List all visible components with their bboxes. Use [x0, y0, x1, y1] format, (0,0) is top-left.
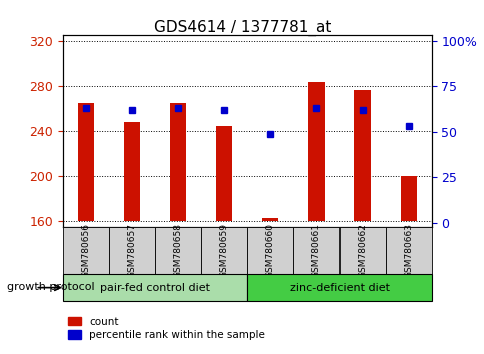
Bar	[216, 126, 232, 221]
Bar	[400, 176, 416, 221]
Bar	[308, 81, 324, 221]
Text: growth protocol: growth protocol	[7, 282, 95, 292]
Bar	[63, 227, 109, 274]
Bar	[385, 227, 431, 274]
Bar	[155, 227, 201, 274]
Legend: count, percentile rank within the sample: count, percentile rank within the sample	[68, 317, 264, 340]
Text: GSM780659: GSM780659	[219, 223, 228, 278]
Bar	[170, 103, 186, 221]
Bar	[109, 227, 155, 274]
Text: pair-fed control diet: pair-fed control diet	[100, 282, 210, 293]
Text: GDS4614 / 1377781_at: GDS4614 / 1377781_at	[153, 19, 331, 36]
Bar	[78, 103, 94, 221]
Text: GSM780657: GSM780657	[127, 223, 136, 278]
Text: GSM780656: GSM780656	[81, 223, 91, 278]
Bar	[247, 274, 431, 301]
Text: zinc-deficient diet: zinc-deficient diet	[289, 282, 389, 293]
Bar	[354, 91, 370, 221]
Bar	[262, 218, 278, 221]
Text: GSM780660: GSM780660	[265, 223, 274, 278]
Bar	[201, 227, 247, 274]
Bar	[293, 227, 339, 274]
Text: GSM780663: GSM780663	[403, 223, 412, 278]
Text: GSM780661: GSM780661	[311, 223, 320, 278]
Bar	[124, 122, 140, 221]
Text: GSM780662: GSM780662	[357, 223, 366, 278]
Bar	[339, 227, 385, 274]
Bar	[63, 274, 247, 301]
Bar	[247, 227, 293, 274]
Text: GSM780658: GSM780658	[173, 223, 182, 278]
